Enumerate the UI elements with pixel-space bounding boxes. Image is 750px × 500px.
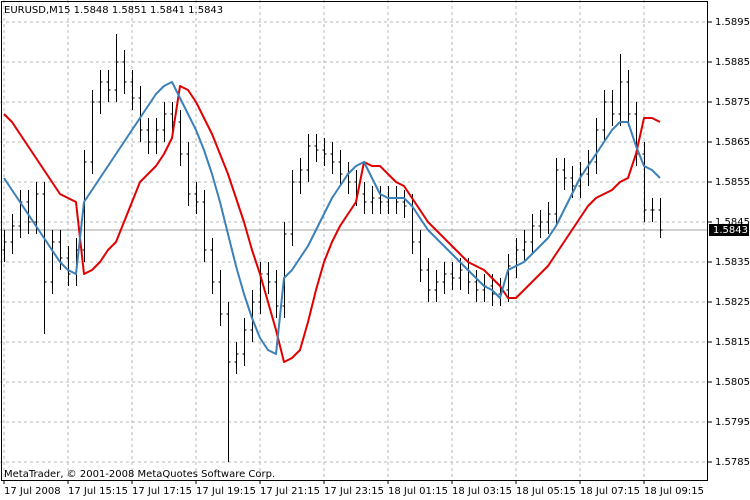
x-tick-label: 17 Jul 23:15 — [324, 486, 384, 497]
chart-title: EURUSD,M15 1.5848 1.5851 1.5841 1.5843 — [4, 5, 223, 16]
x-tick-label: 17 Jul 19:15 — [196, 486, 256, 497]
current-price-box — [709, 224, 749, 236]
y-tick-label: 1.5795 — [715, 417, 750, 428]
y-tick-label: 1.5785 — [715, 457, 750, 468]
y-tick-label: 1.5815 — [715, 337, 750, 348]
y-tick-label: 1.5845 — [715, 217, 750, 228]
y-tick-label: 1.5895 — [715, 17, 750, 28]
x-tick-label: 18 Jul 07:15 — [580, 486, 640, 497]
indicator-line — [3, 85, 661, 363]
y-tick-label: 1.5825 — [715, 297, 750, 308]
x-tick-label: 18 Jul 09:15 — [644, 486, 704, 497]
x-tick-label: 18 Jul 05:15 — [516, 486, 576, 497]
marks — [2, 34, 663, 462]
copyright: MetaTrader, © 2001-2008 MetaQuotes Softw… — [4, 469, 275, 480]
y-tick-label: 1.5885 — [715, 57, 750, 68]
y-tick-label: 1.5805 — [715, 377, 750, 388]
indicator-line — [3, 81, 661, 355]
x-tick-label: 17 Jul 17:15 — [132, 486, 192, 497]
y-tick-label: 1.5875 — [715, 97, 750, 108]
current-price-label: 1.5843 — [713, 225, 748, 236]
y-tick-label: 1.5855 — [715, 177, 750, 188]
y-tick-label: 1.5865 — [715, 137, 750, 148]
x-tick-label: 17 Jul 2008 — [4, 486, 61, 497]
y-tick-label: 1.5835 — [715, 257, 750, 268]
x-tick-label: 17 Jul 15:15 — [68, 486, 128, 497]
x-tick-label: 17 Jul 21:15 — [260, 486, 320, 497]
plot-frame — [1, 1, 708, 481]
x-tick-label: 18 Jul 03:15 — [452, 486, 512, 497]
x-tick-label: 18 Jul 01:15 — [388, 486, 448, 497]
